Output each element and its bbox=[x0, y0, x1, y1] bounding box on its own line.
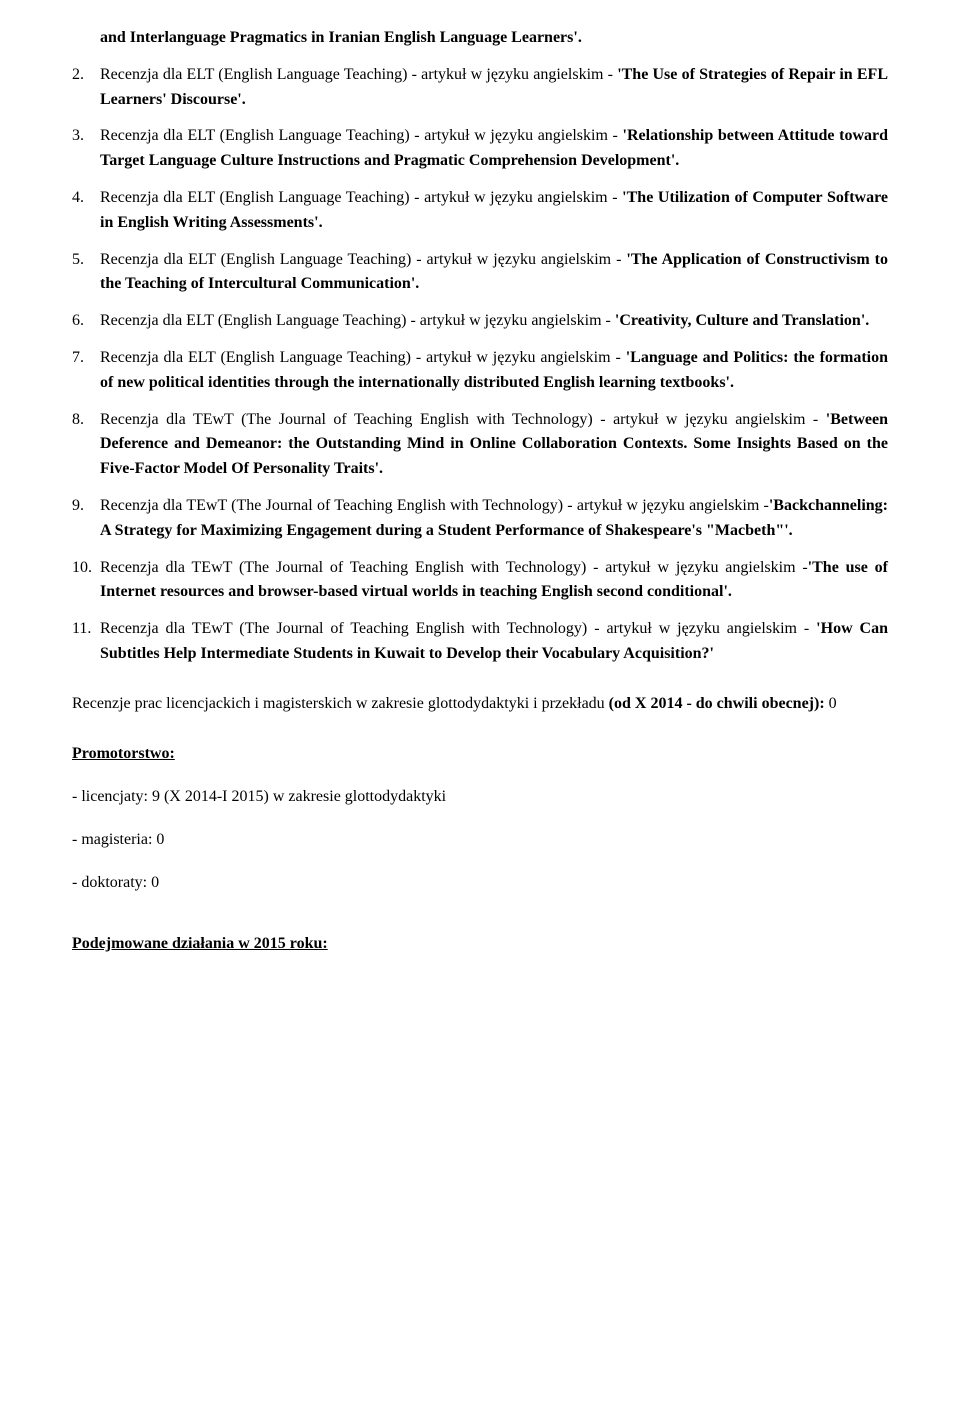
list-item: Recenzja dla TEwT (The Journal of Teachi… bbox=[72, 494, 888, 544]
item-prefix: Recenzja dla ELT (English Language Teach… bbox=[100, 66, 617, 83]
list-item: Recenzja dla TEwT (The Journal of Teachi… bbox=[72, 556, 888, 606]
list-item: Recenzja dla ELT (English Language Teach… bbox=[72, 186, 888, 236]
item-prefix: Recenzja dla ELT (English Language Teach… bbox=[100, 127, 623, 144]
list-item: Recenzja dla ELT (English Language Teach… bbox=[72, 63, 888, 113]
item-prefix: Recenzja dla TEwT (The Journal of Teachi… bbox=[100, 497, 769, 514]
sub-line: - doktoraty: 0 bbox=[72, 871, 888, 896]
item-prefix: Recenzja dla TEwT (The Journal of Teachi… bbox=[100, 411, 826, 428]
item-prefix: Recenzja dla ELT (English Language Teach… bbox=[100, 349, 626, 366]
item-prefix: Recenzja dla ELT (English Language Teach… bbox=[100, 251, 626, 268]
numbered-list: Recenzja dla ELT (English Language Teach… bbox=[72, 63, 888, 667]
list-item: Recenzja dla TEwT (The Journal of Teachi… bbox=[72, 617, 888, 667]
promotor-header: Promotorstwo: bbox=[72, 742, 888, 767]
item-prefix: Recenzja dla TEwT (The Journal of Teachi… bbox=[100, 559, 808, 576]
intro-text: and Interlanguage Pragmatics in Iranian … bbox=[100, 26, 888, 51]
item-prefix: Recenzja dla ELT (English Language Teach… bbox=[100, 312, 615, 329]
review-paragraph: Recenzje prac licencjackich i magistersk… bbox=[72, 691, 888, 717]
list-item: Recenzja dla TEwT (The Journal of Teachi… bbox=[72, 408, 888, 482]
para-bold: (od X 2014 - do chwili obecnej): bbox=[609, 695, 825, 712]
final-header: Podejmowane działania w 2015 roku: bbox=[72, 932, 888, 957]
list-item: Recenzja dla ELT (English Language Teach… bbox=[72, 124, 888, 174]
item-prefix: Recenzja dla TEwT (The Journal of Teachi… bbox=[100, 620, 816, 637]
para-plain: Recenzje prac licencjackich i magistersk… bbox=[72, 695, 609, 712]
list-item: Recenzja dla ELT (English Language Teach… bbox=[72, 346, 888, 396]
list-item: Recenzja dla ELT (English Language Teach… bbox=[72, 248, 888, 298]
para-tail: 0 bbox=[825, 695, 837, 712]
sub-line: - magisteria: 0 bbox=[72, 828, 888, 853]
list-item: Recenzja dla ELT (English Language Teach… bbox=[72, 309, 888, 334]
item-prefix: Recenzja dla ELT (English Language Teach… bbox=[100, 189, 622, 206]
item-title: 'Creativity, Culture and Translation'. bbox=[615, 312, 869, 329]
sub-line: - licencjaty: 9 (X 2014-I 2015) w zakres… bbox=[72, 785, 888, 810]
